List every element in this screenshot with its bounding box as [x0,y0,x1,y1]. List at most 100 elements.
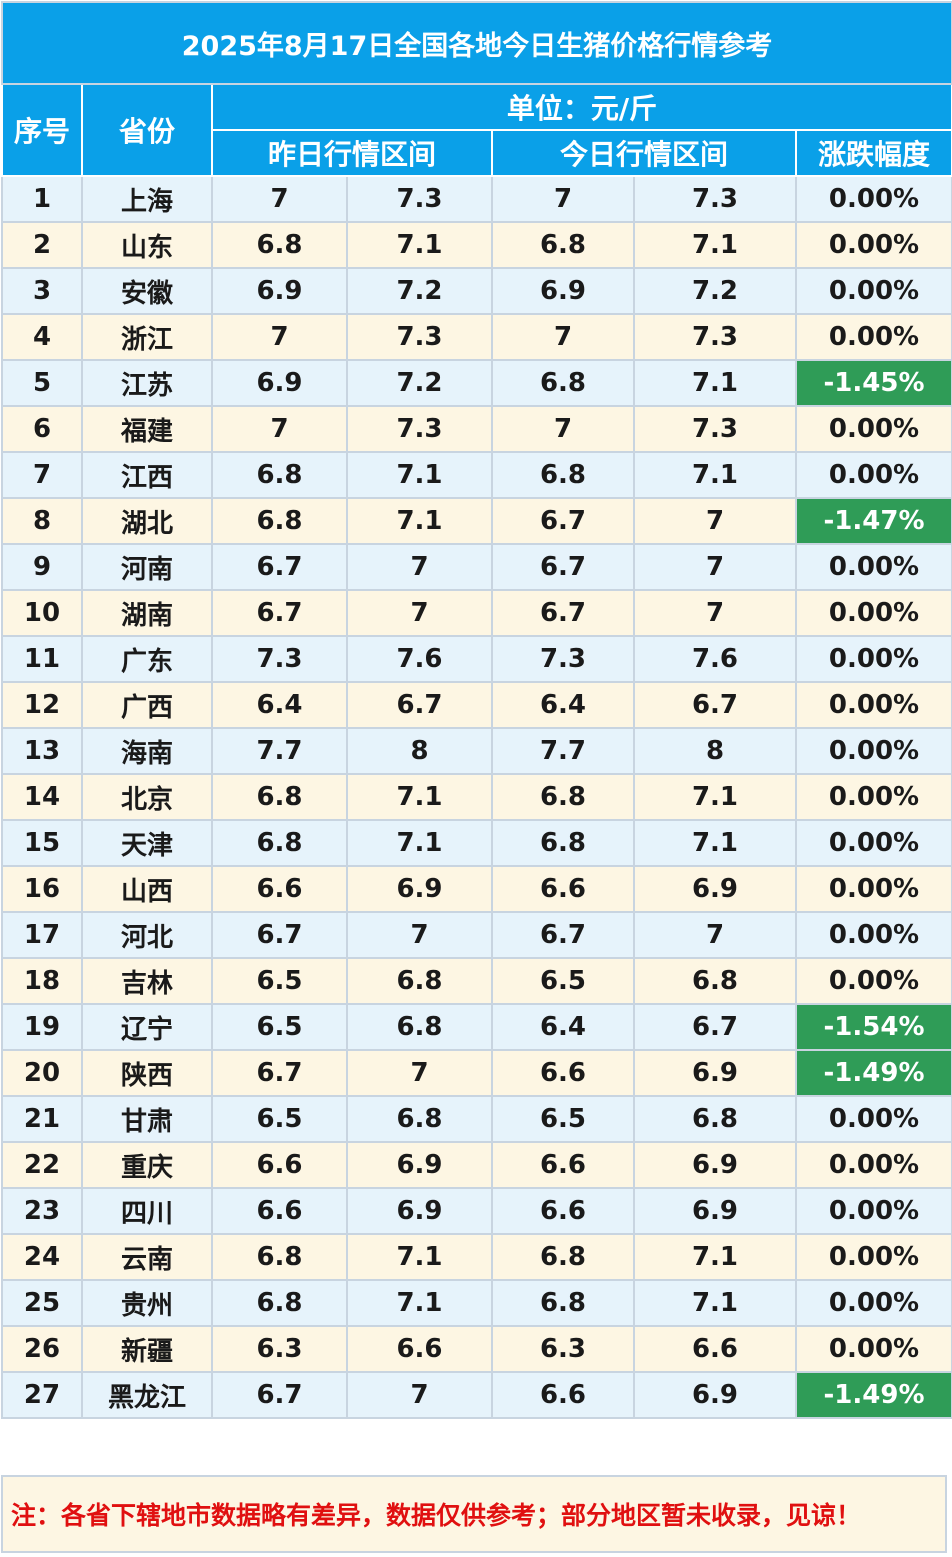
table-title: 2025年8月17日全国各地今日生猪价格行情参考 [0,1,952,85]
cell-yesterday-low: 7.3 [211,635,348,683]
cell-index: 9 [1,543,83,591]
cell-today-high: 7.1 [633,221,797,269]
cell-yesterday-high: 7 [346,543,493,591]
cell-yesterday-low: 6.8 [211,1279,348,1327]
cell-yesterday-high: 7 [346,1049,493,1097]
table-row: 15 天津 6.8 7.1 6.8 7.1 0.00% [1,819,952,867]
cell-yesterday-high: 7.1 [346,773,493,821]
cell-yesterday-low: 6.7 [211,911,348,959]
cell-today-high: 7.1 [633,773,797,821]
cell-index: 5 [1,359,83,407]
cell-yesterday-high: 8 [346,727,493,775]
cell-yesterday-high: 7.1 [346,221,493,269]
table-row: 20 陕西 6.7 7 6.6 6.9 -1.49% [1,1049,952,1097]
cell-today-high: 7.1 [633,1279,797,1327]
cell-today-low: 6.7 [491,589,635,637]
cell-province: 重庆 [81,1141,213,1189]
cell-yesterday-high: 7.3 [346,175,493,223]
cell-index: 26 [1,1325,83,1373]
cell-change: 0.00% [794,635,952,683]
cell-yesterday-low: 7 [211,313,348,361]
cell-yesterday-high: 6.9 [346,1187,493,1235]
cell-today-high: 7.3 [633,405,797,453]
table-row: 5 江苏 6.9 7.2 6.8 7.1 -1.45% [1,359,952,407]
cell-today-low: 6.7 [491,911,635,959]
table-row: 22 重庆 6.6 6.9 6.6 6.9 0.00% [1,1141,952,1189]
cell-yesterday-high: 6.8 [346,1095,493,1143]
cell-yesterday-high: 7.1 [346,1279,493,1327]
cell-today-low: 6.6 [491,1187,635,1235]
cell-index: 27 [1,1371,83,1419]
cell-yesterday-high: 6.6 [346,1325,493,1373]
cell-index: 21 [1,1095,83,1143]
cell-province: 黑龙江 [81,1371,213,1419]
cell-today-high: 7.3 [633,175,797,223]
cell-today-high: 7.6 [633,635,797,683]
cell-today-low: 6.8 [491,1233,635,1281]
footnote: 注：各省下辖地市数据略有差异，数据仅供参考；部分地区暂未收录，见谅！ [1,1475,947,1553]
cell-index: 6 [1,405,83,453]
cell-index: 17 [1,911,83,959]
cell-today-high: 6.9 [633,1187,797,1235]
cell-yesterday-low: 6.6 [211,1141,348,1189]
cell-yesterday-low: 6.5 [211,1003,348,1051]
cell-province: 广东 [81,635,213,683]
cell-today-low: 7.3 [491,635,635,683]
cell-yesterday-low: 6.9 [211,359,348,407]
cell-yesterday-low: 6.7 [211,543,348,591]
cell-yesterday-low: 6.7 [211,589,348,637]
cell-change: 0.00% [794,589,952,637]
cell-yesterday-high: 7 [346,589,493,637]
cell-province: 浙江 [81,313,213,361]
cell-change: -1.49% [794,1049,952,1097]
cell-yesterday-low: 6.6 [211,865,348,913]
header-today-range: 今日行情区间 [491,129,797,177]
cell-province: 河北 [81,911,213,959]
cell-today-high: 7 [633,911,797,959]
cell-change: 0.00% [794,681,952,729]
table-row: 14 北京 6.8 7.1 6.8 7.1 0.00% [1,773,952,821]
table-row: 11 广东 7.3 7.6 7.3 7.6 0.00% [1,635,952,683]
cell-today-low: 6.9 [491,267,635,315]
cell-province: 天津 [81,819,213,867]
cell-province: 江西 [81,451,213,499]
cell-index: 15 [1,819,83,867]
cell-today-high: 6.8 [633,1095,797,1143]
cell-change: 0.00% [794,727,952,775]
cell-yesterday-high: 7.1 [346,819,493,867]
cell-today-low: 6.8 [491,359,635,407]
cell-change: 0.00% [794,1233,952,1281]
cell-today-low: 6.6 [491,1049,635,1097]
cell-change: 0.00% [794,1279,952,1327]
cell-index: 4 [1,313,83,361]
table-row: 10 湖南 6.7 7 6.7 7 0.00% [1,589,952,637]
cell-today-high: 8 [633,727,797,775]
cell-index: 13 [1,727,83,775]
cell-province: 山西 [81,865,213,913]
cell-today-low: 6.7 [491,497,635,545]
cell-yesterday-high: 6.7 [346,681,493,729]
cell-yesterday-high: 7 [346,911,493,959]
cell-province: 福建 [81,405,213,453]
cell-change: 0.00% [794,773,952,821]
header-yesterday-range: 昨日行情区间 [211,129,493,177]
cell-index: 1 [1,175,83,223]
table-row: 25 贵州 6.8 7.1 6.8 7.1 0.00% [1,1279,952,1327]
cell-today-low: 7 [491,405,635,453]
cell-change: -1.45% [794,359,952,407]
cell-yesterday-low: 6.7 [211,1049,348,1097]
cell-index: 20 [1,1049,83,1097]
cell-yesterday-low: 6.9 [211,267,348,315]
cell-change: 0.00% [794,865,952,913]
cell-index: 8 [1,497,83,545]
cell-change: 0.00% [794,819,952,867]
cell-province: 广西 [81,681,213,729]
cell-province: 贵州 [81,1279,213,1327]
cell-index: 18 [1,957,83,1005]
table-row: 17 河北 6.7 7 6.7 7 0.00% [1,911,952,959]
cell-yesterday-high: 7.2 [346,267,493,315]
cell-province: 北京 [81,773,213,821]
table-row: 7 江西 6.8 7.1 6.8 7.1 0.00% [1,451,952,499]
cell-today-high: 7.1 [633,359,797,407]
cell-today-low: 7.7 [491,727,635,775]
